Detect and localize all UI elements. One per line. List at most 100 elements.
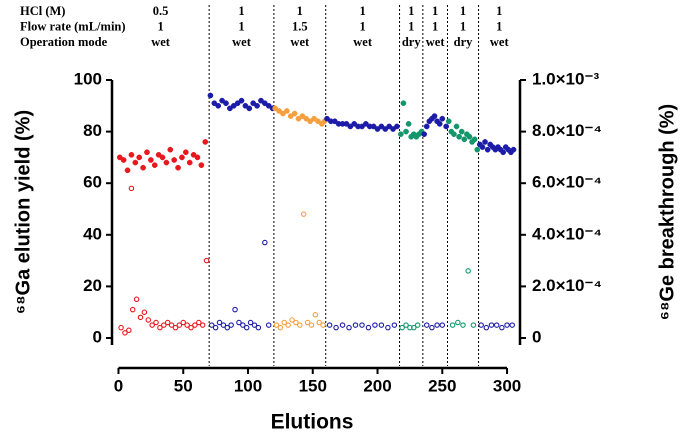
breakthrough-point xyxy=(265,322,272,328)
breakthrough-point xyxy=(216,319,223,326)
yield-point xyxy=(128,151,135,158)
yield-point xyxy=(397,131,404,138)
condition-value: wet xyxy=(353,35,373,49)
breakthrough-point xyxy=(316,319,322,326)
yield-point xyxy=(510,146,517,153)
breakthrough-point xyxy=(365,324,372,331)
yield-point xyxy=(276,108,282,114)
yield-point xyxy=(155,151,162,158)
condition-value: 1 xyxy=(496,19,502,33)
yield-point xyxy=(303,115,310,122)
yield-point xyxy=(182,149,189,156)
breakthrough-point xyxy=(465,268,471,274)
yield-point xyxy=(120,157,127,163)
breakthrough-point xyxy=(129,306,136,313)
yield-point xyxy=(258,97,264,104)
breakthrough-point xyxy=(470,322,477,328)
breakthrough-point xyxy=(326,322,333,328)
yield-point xyxy=(315,118,321,125)
y-tick-label: 100 xyxy=(74,69,102,88)
yield-point xyxy=(179,154,185,161)
y2-tick-label: 2.0×10⁻⁴ xyxy=(532,276,602,295)
yield-point xyxy=(287,113,294,119)
condition-value: 1.5 xyxy=(292,19,308,33)
yield-point xyxy=(458,128,465,135)
yield-point xyxy=(280,110,286,117)
yield-point xyxy=(324,115,330,122)
breakthrough-point xyxy=(434,322,440,328)
breakthrough-point xyxy=(391,322,398,328)
breakthrough-point xyxy=(208,322,215,328)
breakthrough-point xyxy=(423,322,430,328)
yield-point xyxy=(482,139,488,145)
x-tick-label: 250 xyxy=(428,376,456,395)
y2-tick-label: 1.0×10⁻³ xyxy=(532,69,599,88)
condition-value: 0.5 xyxy=(153,4,169,18)
breakthrough-point xyxy=(203,257,210,264)
breakthrough-point xyxy=(212,324,219,331)
yield-point xyxy=(148,157,154,163)
yield-point xyxy=(186,159,193,166)
yield-point xyxy=(238,97,245,104)
yield-point xyxy=(484,146,491,153)
breakthrough-point xyxy=(255,324,262,331)
breakthrough-point xyxy=(493,322,500,328)
breakthrough-point xyxy=(122,330,128,336)
y2-tick-label: 8.0×10⁻⁴ xyxy=(532,121,602,140)
yield-point xyxy=(140,164,146,171)
breakthrough-point xyxy=(312,312,319,318)
yield-point xyxy=(136,154,143,161)
yield-point xyxy=(291,110,298,117)
breakthrough-point xyxy=(184,322,190,328)
x-tick-label: 300 xyxy=(493,376,521,395)
yield-point xyxy=(421,131,428,138)
yield-point xyxy=(347,123,354,130)
yield-point xyxy=(400,100,407,107)
y-tick-label: 20 xyxy=(83,276,102,295)
breakthrough-point xyxy=(157,324,163,331)
breakthrough-point xyxy=(196,319,202,326)
breakthrough-point xyxy=(126,327,132,334)
yield-point xyxy=(207,92,214,99)
yield-point xyxy=(359,123,365,130)
yield-point xyxy=(461,136,468,143)
breakthrough-point xyxy=(455,319,461,326)
yield-point xyxy=(479,144,486,150)
breakthrough-point xyxy=(199,322,206,328)
breakthrough-point xyxy=(297,322,303,328)
breakthrough-point xyxy=(228,322,234,328)
yield-point xyxy=(254,102,260,109)
y-tick-label: 80 xyxy=(83,121,102,140)
y-axis-label: ⁶⁸Ga elution yield (%) xyxy=(12,110,34,314)
condition-value: 1 xyxy=(408,4,414,18)
breakthrough-point xyxy=(289,317,295,323)
breakthrough-point xyxy=(346,324,352,331)
breakthrough-point xyxy=(359,322,365,328)
condition-value: 1 xyxy=(460,4,466,18)
yield-point xyxy=(382,126,389,132)
yield-point xyxy=(474,146,481,153)
yield-point xyxy=(202,139,209,145)
yield-point xyxy=(351,121,358,127)
yield-point xyxy=(363,121,369,127)
breakthrough-point xyxy=(460,322,466,328)
breakthrough-point xyxy=(372,322,378,328)
yield-point xyxy=(370,123,377,130)
yield-point xyxy=(394,123,400,130)
breakthrough-point xyxy=(262,239,268,246)
condition-value: 1 xyxy=(238,19,244,33)
yield-point xyxy=(194,154,201,161)
breakthrough-point xyxy=(188,324,194,331)
breakthrough-point xyxy=(339,322,346,328)
condition-value: 1 xyxy=(297,4,303,18)
yield-point xyxy=(284,108,290,114)
y2-axis-label: ⁶⁸Ge breakthrough (%) xyxy=(656,104,678,320)
yield-point xyxy=(159,154,166,161)
y-tick-label: 0 xyxy=(93,327,102,346)
x-tick-label: 50 xyxy=(174,376,193,395)
yield-point xyxy=(436,121,443,127)
breakthrough-point xyxy=(137,314,144,321)
yield-point xyxy=(456,133,462,140)
yield-point xyxy=(124,167,131,174)
condition-value: wet xyxy=(232,35,252,49)
